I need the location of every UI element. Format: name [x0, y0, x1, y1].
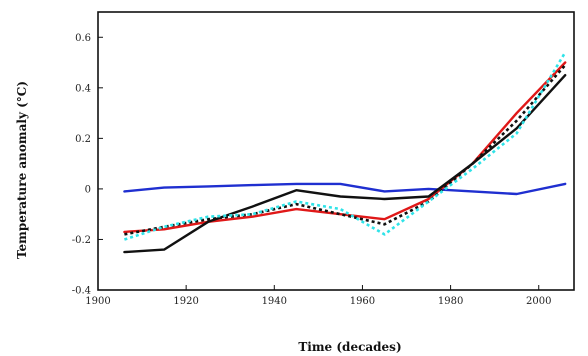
x-tick-label: 2000	[526, 296, 551, 307]
y-tick-label: -0.2	[72, 235, 91, 246]
y-tick-label: 0	[85, 184, 91, 195]
x-tick-label: 1900	[85, 296, 110, 307]
x-tick-label: 1920	[173, 296, 198, 307]
series-line-1	[123, 182, 567, 196]
series-lines	[123, 51, 567, 254]
x-axis-label: Time (decades)	[298, 340, 401, 354]
y-tick-label: 0.4	[75, 83, 91, 94]
y-axis-label: Temperature anomaly (°C)	[15, 81, 29, 259]
x-tick-label: 1980	[438, 296, 463, 307]
x-tick-label: 1940	[262, 296, 287, 307]
series-line-4	[123, 73, 567, 254]
y-axis: -0.4 -0.2 0 0.2 0.4 0.6	[72, 33, 103, 297]
plot-frame	[97, 11, 575, 291]
x-tick-label: 1960	[350, 296, 375, 307]
y-tick-label: -0.4	[72, 286, 91, 297]
y-tick-label: 0.2	[75, 134, 91, 145]
y-tick-label: 0.6	[75, 33, 91, 44]
series-line-3	[124, 64, 567, 236]
x-axis: 1900 1920 1940 1960 1980 2000	[85, 285, 551, 307]
series-line-5	[124, 51, 567, 241]
series-line-2	[123, 61, 567, 234]
